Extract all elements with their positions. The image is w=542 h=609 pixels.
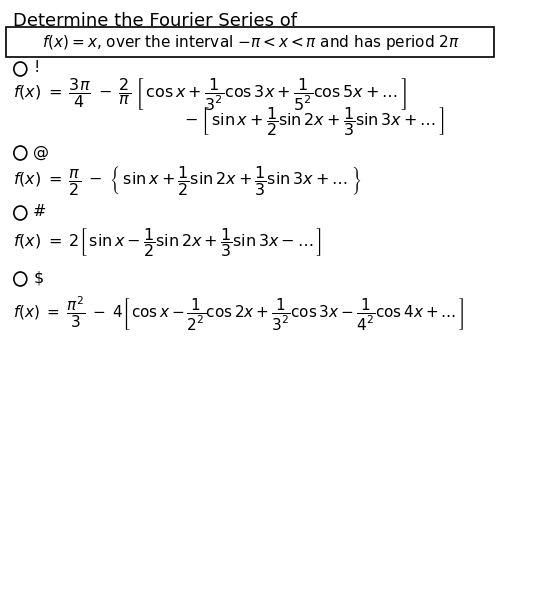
Circle shape xyxy=(14,62,27,76)
Text: $f(x)\;=\;\dfrac{3\pi}{4}\;-\;\dfrac{2}{\pi}\;\left[\,\cos x + \dfrac{1}{3^2}\co: $f(x)\;=\;\dfrac{3\pi}{4}\;-\;\dfrac{2}{… xyxy=(13,76,407,112)
Text: $: $ xyxy=(33,270,43,286)
Text: @: @ xyxy=(33,144,49,160)
FancyBboxPatch shape xyxy=(5,27,494,57)
Text: $f(x)\;=\;\dfrac{\pi^2}{3}\;-\;4\left[\,\cos x - \dfrac{1}{2^2}\cos 2x + \dfrac{: $f(x)\;=\;\dfrac{\pi^2}{3}\;-\;4\left[\,… xyxy=(13,295,464,333)
Text: !: ! xyxy=(33,60,40,76)
Circle shape xyxy=(14,146,27,160)
Text: #: # xyxy=(33,205,47,219)
Text: Determine the Fourier Series of: Determine the Fourier Series of xyxy=(13,12,297,30)
Circle shape xyxy=(14,272,27,286)
Text: $f(x) = x$, over the interval $-\pi < x < \pi$ and has period $2\pi$: $f(x) = x$, over the interval $-\pi < x … xyxy=(42,32,460,52)
Text: $f(x)\;=\;2\left[\,\sin x - \dfrac{1}{2}\sin 2x + \dfrac{1}{3}\sin 3x - \ldots\,: $f(x)\;=\;2\left[\,\sin x - \dfrac{1}{2}… xyxy=(13,227,322,259)
Circle shape xyxy=(14,206,27,220)
Text: $f(x)\;=\;\dfrac{\pi}{2}\;-\;\left\{\,\sin x + \dfrac{1}{2}\sin 2x + \dfrac{1}{3: $f(x)\;=\;\dfrac{\pi}{2}\;-\;\left\{\,\s… xyxy=(13,164,362,197)
Text: $-\;\left[\,\sin x + \dfrac{1}{2}\sin 2x + \dfrac{1}{3}\sin 3x + \ldots\,\right]: $-\;\left[\,\sin x + \dfrac{1}{2}\sin 2x… xyxy=(184,105,446,138)
